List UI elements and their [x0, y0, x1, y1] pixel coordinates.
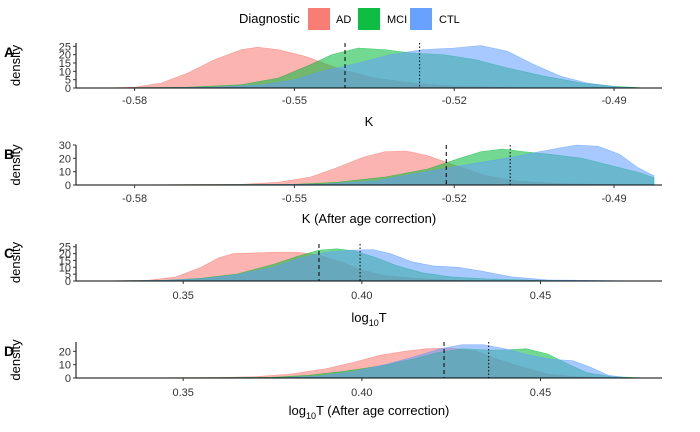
x-tick-label: -0.52	[442, 193, 467, 205]
y-tick-label: 20	[59, 346, 71, 358]
y-axis-title: density	[8, 144, 23, 186]
density-area-ctl	[93, 344, 630, 379]
legend-label-ctl: CTL	[439, 14, 460, 26]
x-tick-label: 0.45	[530, 290, 551, 302]
x-tick-label: -0.55	[282, 95, 307, 107]
density-area-ctl	[102, 144, 655, 186]
y-tick-label: 10	[59, 262, 71, 274]
x-axis-title: K (After age correction)	[302, 211, 436, 226]
legend: Diagnostic AD MCI CTL	[239, 8, 460, 30]
x-tick-label: 0.40	[351, 290, 372, 302]
y-tick-label: 15	[59, 255, 71, 267]
panel-label: D	[4, 343, 14, 359]
y-tick-label: 25	[59, 41, 71, 53]
y-tick-label: 10	[59, 167, 71, 179]
x-tick-label: -0.58	[122, 95, 147, 107]
x-tick-label: -0.58	[122, 193, 147, 205]
y-tick-label: 15	[59, 58, 71, 70]
y-tick-label: 25	[59, 242, 71, 254]
y-tick-label: 5	[65, 75, 71, 87]
y-tick-label: 10	[59, 360, 71, 372]
y-tick-label: 0	[65, 373, 71, 385]
x-axis-title: K	[365, 114, 374, 129]
density-area-ctl	[93, 249, 648, 282]
panel-d: 0.35 0.40 0.45 010 20 log10T (After age corre…	[4, 339, 662, 421]
y-axis-title: density	[8, 339, 23, 381]
x-axis-title: log10T (After age correction)	[289, 403, 450, 421]
x-tick-label: -0.52	[442, 95, 467, 107]
y-tick-label: 10	[59, 66, 71, 78]
x-axis-title: log10T	[351, 310, 386, 328]
legend-label-ad: AD	[336, 14, 351, 26]
x-tick-label: -0.49	[602, 95, 627, 107]
x-tick-label: 0.45	[530, 387, 551, 399]
y-axis-title: density	[8, 241, 23, 283]
density-area-ctl	[102, 45, 647, 89]
x-tick-label: -0.49	[602, 193, 627, 205]
y-tick-label: 0	[65, 276, 71, 288]
y-tick-label: 20	[59, 249, 71, 261]
y-tick-label: 20	[59, 50, 71, 62]
x-tick-label: 0.35	[172, 387, 193, 399]
legend-swatch-ctl	[410, 8, 432, 30]
x-tick-label: 0.40	[351, 387, 372, 399]
panel-label: A	[4, 44, 14, 60]
x-tick-label: 0.35	[172, 290, 193, 302]
y-tick-label: 5	[65, 269, 71, 281]
panel-label: C	[4, 245, 14, 261]
legend-title: Diagnostic	[239, 11, 300, 26]
legend-swatch-ad	[308, 8, 330, 30]
legend-swatch-mci	[358, 8, 380, 30]
y-axis-title: density	[8, 44, 23, 86]
panel-label: B	[4, 146, 14, 162]
legend-label-mci: MCI	[387, 14, 407, 26]
panels: -0.58 -0.55 -0.52 -0.490510152025KdensityA-…	[4, 41, 662, 421]
y-tick-label: 20	[59, 153, 71, 165]
x-tick-label: -0.55	[282, 193, 307, 205]
y-tick-label: 30	[59, 140, 71, 152]
y-tick-label: 0	[65, 180, 71, 192]
y-tick-label: 0	[65, 83, 71, 95]
